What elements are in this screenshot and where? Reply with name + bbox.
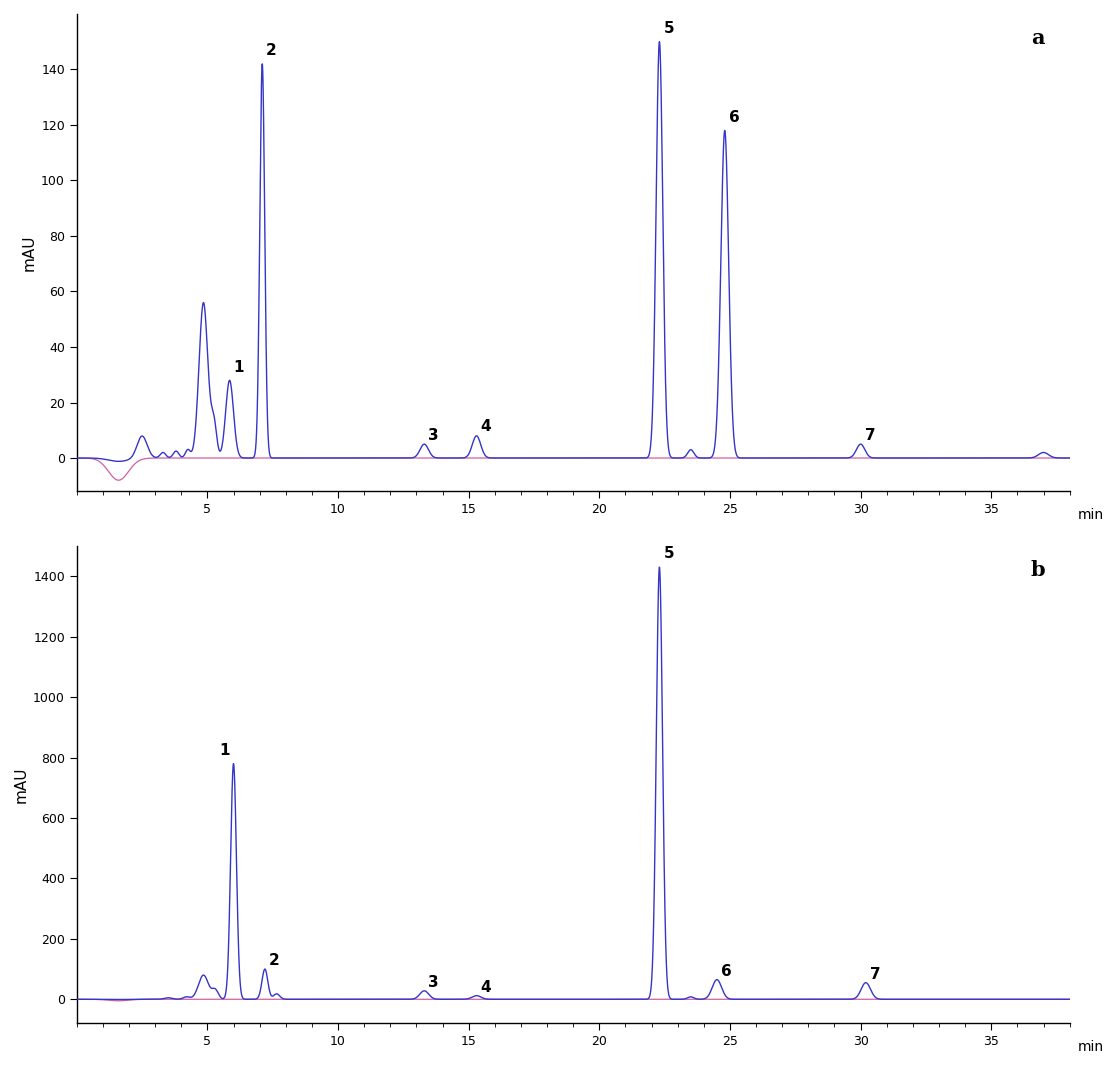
Text: 7: 7 xyxy=(870,967,880,983)
Text: 7: 7 xyxy=(864,428,875,443)
Text: 4: 4 xyxy=(481,420,491,435)
Text: 2: 2 xyxy=(266,44,277,59)
Text: a: a xyxy=(1031,28,1045,48)
Text: 5: 5 xyxy=(663,546,674,561)
Text: 1: 1 xyxy=(219,742,229,757)
Text: 4: 4 xyxy=(481,980,491,995)
Text: 1: 1 xyxy=(234,360,244,375)
Text: 5: 5 xyxy=(663,21,674,36)
Text: 3: 3 xyxy=(428,975,438,990)
Y-axis label: mAU: mAU xyxy=(22,234,37,271)
Text: min: min xyxy=(1078,508,1105,522)
Text: 3: 3 xyxy=(428,428,438,443)
Text: b: b xyxy=(1030,561,1045,580)
Text: 6: 6 xyxy=(729,110,739,125)
Text: 6: 6 xyxy=(721,964,731,979)
Text: min: min xyxy=(1078,1040,1105,1054)
Y-axis label: mAU: mAU xyxy=(13,767,29,803)
Text: 2: 2 xyxy=(268,953,280,968)
